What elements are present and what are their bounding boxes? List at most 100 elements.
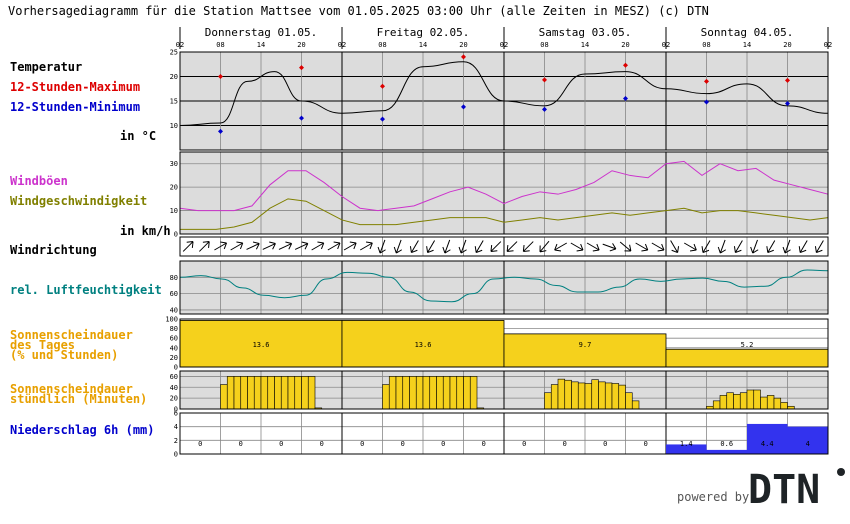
sun-hour-bar xyxy=(591,379,599,410)
rain-label: 0.6 xyxy=(720,440,733,448)
y-tick-label: 4 xyxy=(174,423,178,431)
panel-frame xyxy=(179,51,829,151)
sun-hour-bar xyxy=(388,376,397,410)
wind-arrow xyxy=(539,240,550,253)
arrow-shape xyxy=(717,239,727,254)
arrow-shape xyxy=(570,242,584,252)
sun-day-bar xyxy=(503,333,667,368)
hour-tick-label: 14 xyxy=(743,41,751,49)
wind-arrow xyxy=(766,240,776,254)
sun-hour-bar xyxy=(625,392,633,410)
wind-arrow xyxy=(377,239,386,254)
arrow-shape xyxy=(327,241,341,251)
day-label: Freitag 02.05. xyxy=(377,26,470,39)
y-tick-label: 60 xyxy=(170,373,178,381)
arrow-shape xyxy=(782,239,791,254)
sun-daily-label-1: Sonnenscheindauer xyxy=(10,328,133,342)
wind-arrow xyxy=(651,242,665,252)
sun-daily-label-2: des Tages xyxy=(10,338,75,352)
hour-tick-label: 14 xyxy=(581,41,589,49)
wind-arrow xyxy=(602,243,617,252)
y-tick-label: 20 xyxy=(170,184,178,192)
chart-title: Vorhersagediagramm für die Station Matts… xyxy=(8,4,709,18)
y-tick-label: 6 xyxy=(174,410,178,418)
panel-frame xyxy=(179,318,829,368)
arrow-shape xyxy=(343,241,357,251)
wind-arrow xyxy=(586,242,600,252)
rain-label: 0 xyxy=(279,440,283,448)
wind-arrow xyxy=(733,240,743,254)
sun-day-bar xyxy=(179,320,343,368)
min-marker xyxy=(218,128,223,134)
wind-arrow xyxy=(635,242,649,252)
temperature-line xyxy=(179,61,829,126)
arrow-shape xyxy=(619,241,632,252)
rain-label: 0 xyxy=(360,440,364,448)
sun-hour-bar xyxy=(294,376,302,410)
wind-arrow xyxy=(798,240,808,254)
sun-hour-bar xyxy=(280,376,289,410)
sun-hour-bar xyxy=(422,376,431,410)
sun-hour-bar xyxy=(226,376,235,410)
sun-hour-bar xyxy=(733,394,741,410)
wind-arrow xyxy=(814,240,824,254)
max-label: 12-Stunden-Maximum xyxy=(10,80,140,94)
dtn-logo-text: DTN xyxy=(748,467,820,513)
y-tick-label: 0 xyxy=(174,451,178,459)
arrow-shape xyxy=(426,240,436,254)
rain-label: 0 xyxy=(320,440,324,448)
arrow-shape xyxy=(278,241,293,250)
arrow-shape xyxy=(539,240,550,253)
sun-hour-bar xyxy=(611,383,620,410)
wind-unit: in km/h xyxy=(120,224,171,238)
min-marker xyxy=(380,116,385,122)
wind-arrow xyxy=(182,241,194,252)
wind-arrow xyxy=(311,241,325,251)
hour-tick-label: 20 xyxy=(459,41,467,49)
panel-frame xyxy=(179,412,829,455)
rain-label: 4.4 xyxy=(761,440,774,448)
powered-by-text: powered by xyxy=(677,490,749,504)
sun-hour-bar xyxy=(253,376,262,410)
rain-label: 0 xyxy=(563,440,567,448)
rain-label: 0 xyxy=(401,440,405,448)
y-tick-label: 30 xyxy=(170,160,178,168)
min-marker xyxy=(542,106,547,112)
sun-hour-bar xyxy=(382,384,390,410)
wind-arrow xyxy=(670,240,680,254)
wind-arrow xyxy=(782,239,791,254)
max-marker xyxy=(704,78,709,84)
y-tick-label: 0 xyxy=(174,364,178,372)
wind-arrow xyxy=(750,239,759,254)
sun-hour-bar xyxy=(220,384,228,410)
arrow-shape xyxy=(602,243,617,252)
max-marker xyxy=(461,54,466,60)
arrow-shape xyxy=(246,241,260,250)
y-tick-label: 2 xyxy=(174,437,178,445)
sun-hour-bar xyxy=(301,376,309,410)
sun-hour-bar xyxy=(409,376,417,410)
min-marker xyxy=(461,104,466,110)
max-marker xyxy=(785,77,790,83)
min-marker xyxy=(704,99,709,105)
wind-arrow xyxy=(359,241,373,251)
sun-hour-bar xyxy=(469,376,478,410)
sun-day-bar xyxy=(341,320,505,368)
wind-arrow xyxy=(619,241,632,252)
rain-bar xyxy=(666,444,707,454)
hour-tick-label: 14 xyxy=(419,41,427,49)
rain-label: 0 xyxy=(198,440,202,448)
sun-hour-bar xyxy=(766,395,775,410)
wind-arrow xyxy=(522,241,534,252)
hour-tick-label: 08 xyxy=(378,41,386,49)
sun-day-label: 13.6 xyxy=(253,341,270,349)
arrow-shape xyxy=(198,241,210,252)
wind-arrow xyxy=(570,242,584,252)
wind-arrow xyxy=(458,239,467,254)
sun-hourly-label-2: stündlich (Minuten) xyxy=(10,392,147,406)
dtn-logo-dot xyxy=(837,468,845,476)
y-tick-label: 20 xyxy=(170,354,178,362)
day-label: Sonntag 04.05. xyxy=(701,26,794,39)
